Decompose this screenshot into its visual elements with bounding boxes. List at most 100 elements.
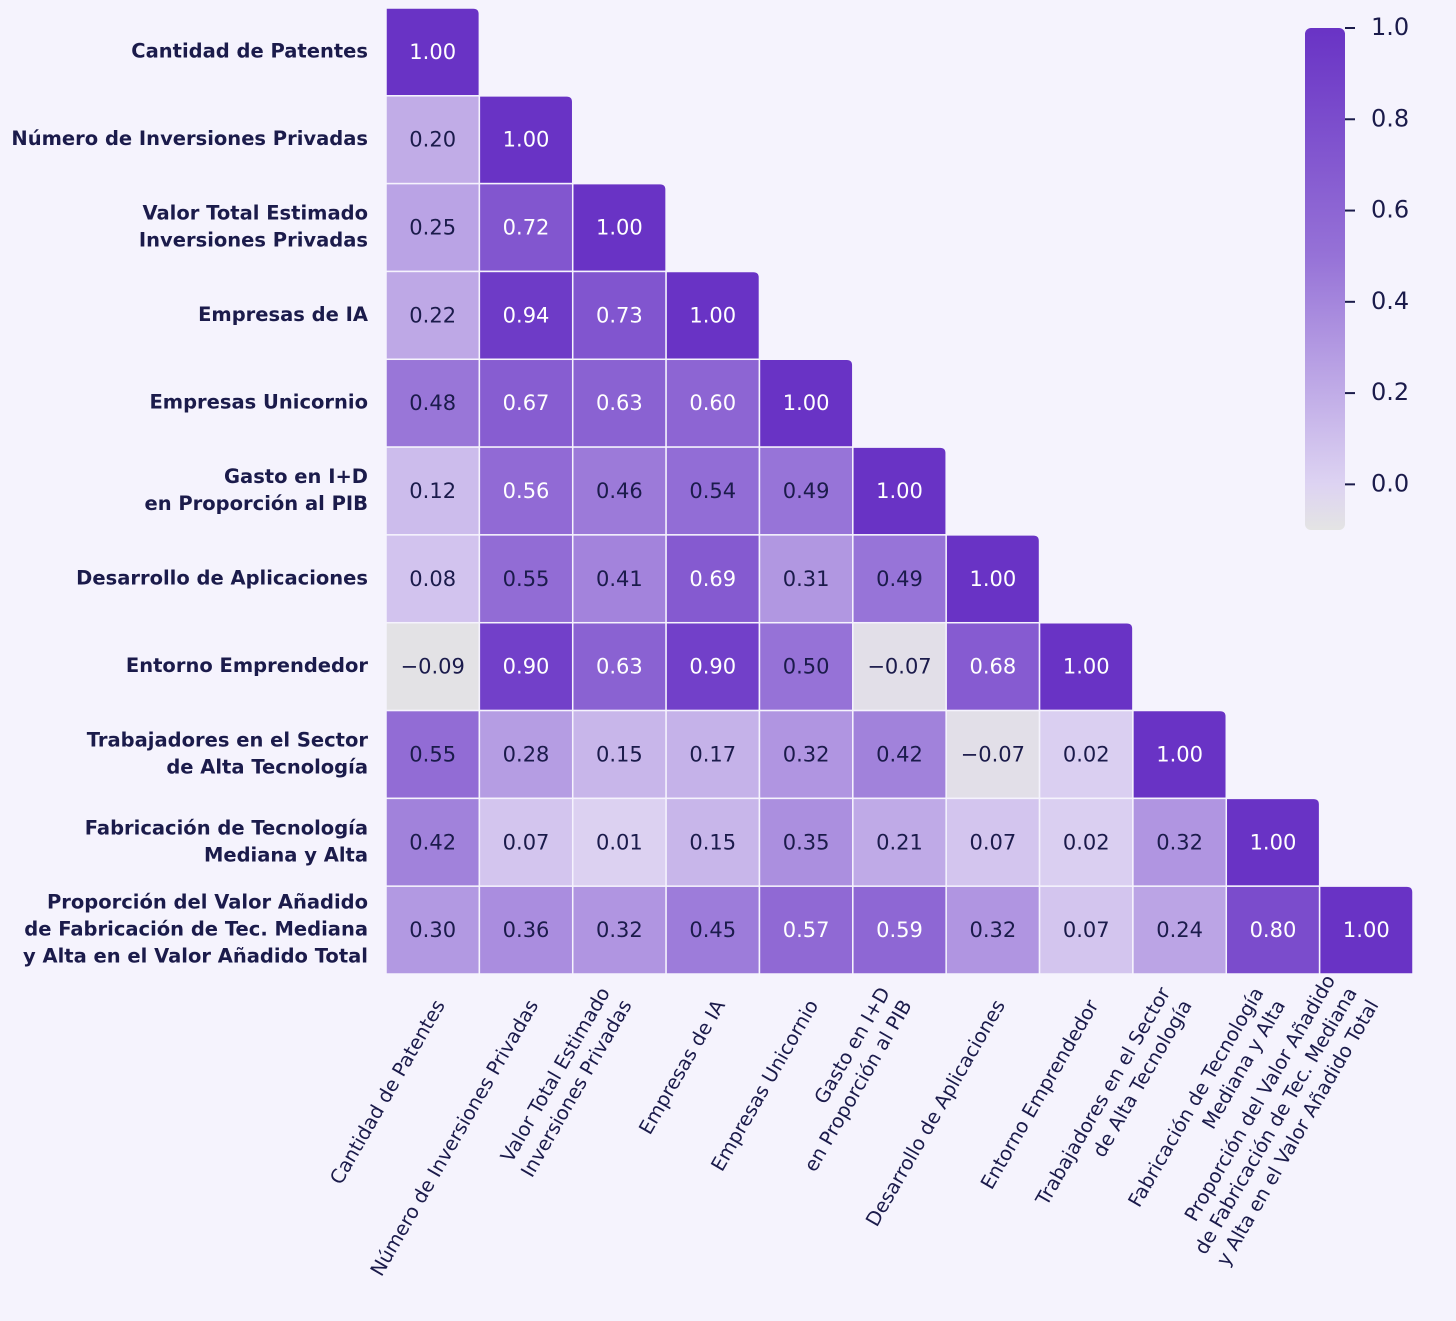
y-tick-label: Empresas Unicornio	[149, 391, 368, 414]
cell-label: 0.90	[689, 655, 736, 679]
cell-label: 1.00	[596, 216, 643, 240]
heatmap-cell	[571, 534, 667, 624]
cell-label: −0.07	[867, 655, 931, 679]
cell-label: 0.36	[503, 918, 550, 942]
y-tick-label: Proporción del Valor Añadido	[47, 891, 368, 914]
heatmap-cell	[571, 182, 667, 273]
y-tick-label: Entorno Emprendedor	[126, 654, 368, 677]
cell-label: 0.20	[409, 128, 456, 152]
colorbar-tick-label: 0.6	[1371, 196, 1409, 224]
heatmap-cell	[1132, 797, 1228, 887]
y-tick-label: Trabajadores en el Sector	[87, 728, 369, 751]
cell-label: 0.67	[503, 391, 550, 415]
y-tick-label: Cantidad de Patentes	[131, 39, 368, 62]
cell-label: 0.60	[689, 391, 736, 415]
heatmap-cell	[945, 885, 1041, 975]
heatmap-cell	[665, 885, 761, 975]
heatmap-cell	[665, 709, 761, 800]
colorbar-tick-label: 0.0	[1371, 469, 1409, 497]
cell-label: 0.54	[689, 479, 736, 503]
y-tick-label: Inversiones Privadas	[139, 229, 368, 252]
cell-label: 0.32	[596, 918, 643, 942]
cell-label: 0.94	[503, 303, 550, 327]
heatmap-cell	[478, 709, 574, 800]
heatmap-cell	[478, 270, 574, 361]
cell-label: 0.42	[409, 830, 456, 854]
heatmap-cell	[478, 621, 574, 712]
cell-label: 0.49	[783, 479, 830, 503]
cell-label: 0.55	[409, 742, 456, 766]
cell-label: 0.32	[783, 742, 830, 766]
cell-label: 0.80	[1250, 918, 1297, 942]
cell-label: 0.42	[876, 742, 923, 766]
heatmap-cell	[385, 270, 481, 361]
y-tick-label: Empresas de IA	[198, 303, 368, 326]
heatmap-cell	[758, 446, 854, 536]
cell-label: 0.07	[1063, 918, 1110, 942]
cell-label: −0.09	[401, 655, 465, 679]
cell-label: 0.69	[689, 567, 736, 591]
heatmap-cell	[1038, 885, 1134, 975]
heatmap-cell	[852, 797, 947, 887]
cell-label: 0.31	[783, 567, 830, 591]
cell-label: 0.46	[596, 479, 643, 503]
y-tick-label: en Proporción al PIB	[144, 492, 368, 515]
y-tick-label: de Alta Tecnología	[166, 755, 368, 778]
cell-label: 0.25	[409, 216, 456, 240]
cell-label: 0.57	[783, 918, 830, 942]
cell-label: 0.21	[876, 830, 923, 854]
heatmap-cell	[478, 95, 574, 185]
cell-label: 0.49	[876, 567, 923, 591]
heatmap-cell	[1225, 797, 1321, 887]
heatmap-cell	[385, 7, 481, 97]
cell-label: 0.02	[1063, 830, 1110, 854]
cell-label: 0.63	[596, 655, 643, 679]
cell-label: 0.72	[503, 216, 550, 240]
heatmap-cell	[385, 885, 481, 975]
cell-label: −0.07	[961, 742, 1025, 766]
cell-label: 1.00	[1063, 655, 1110, 679]
heatmap-cell	[385, 358, 481, 448]
cell-label: 1.00	[876, 479, 923, 503]
cell-label: 0.41	[596, 567, 643, 591]
y-tick-label: Valor Total Estimado	[143, 202, 369, 225]
cell-label: 0.50	[783, 655, 830, 679]
cell-label: 0.12	[409, 479, 456, 503]
colorbar-tick-label: 0.4	[1371, 287, 1409, 315]
heatmap-cell	[385, 95, 481, 185]
cell-label: 0.28	[503, 742, 550, 766]
cell-label: 0.63	[596, 391, 643, 415]
y-tick-label: Fabricación de Tecnología	[85, 816, 368, 839]
heatmap-cell	[1318, 885, 1414, 975]
heatmap-cell	[571, 358, 667, 448]
cell-label: 0.35	[783, 830, 830, 854]
cell-label: 1.00	[783, 391, 830, 415]
heatmap-cell	[758, 709, 854, 800]
y-tick-label: Número de Inversiones Privadas	[11, 127, 368, 150]
cell-label: 0.24	[1156, 918, 1203, 942]
y-tick-label: de Fabricación de Tec. Mediana	[24, 918, 368, 941]
y-tick-label: Mediana y Alta	[204, 843, 368, 866]
cell-label: 0.30	[409, 918, 456, 942]
heatmap-cell	[478, 182, 574, 273]
heatmap-cell	[665, 270, 761, 361]
heatmap-cell	[758, 358, 854, 448]
cell-label: 0.17	[689, 742, 736, 766]
heatmap-cell	[852, 534, 947, 624]
cell-label: 1.00	[1250, 830, 1297, 854]
heatmap-cell	[1132, 885, 1228, 975]
cell-label: 0.32	[1156, 830, 1203, 854]
heatmap-cell	[385, 621, 481, 712]
cell-label: 0.07	[503, 830, 550, 854]
cell-label: 0.15	[596, 742, 643, 766]
colorbar-tick-label: 0.8	[1371, 104, 1409, 132]
cell-label: 1.00	[409, 40, 456, 64]
heatmap-cell	[852, 446, 947, 536]
heatmap-cell	[385, 709, 481, 800]
heatmap-cell	[385, 182, 481, 273]
cell-label: 0.02	[1063, 742, 1110, 766]
heatmap-cell	[758, 621, 854, 712]
cell-label: 0.68	[969, 655, 1016, 679]
cell-label: 0.73	[596, 303, 643, 327]
cell-label: 0.45	[689, 918, 736, 942]
